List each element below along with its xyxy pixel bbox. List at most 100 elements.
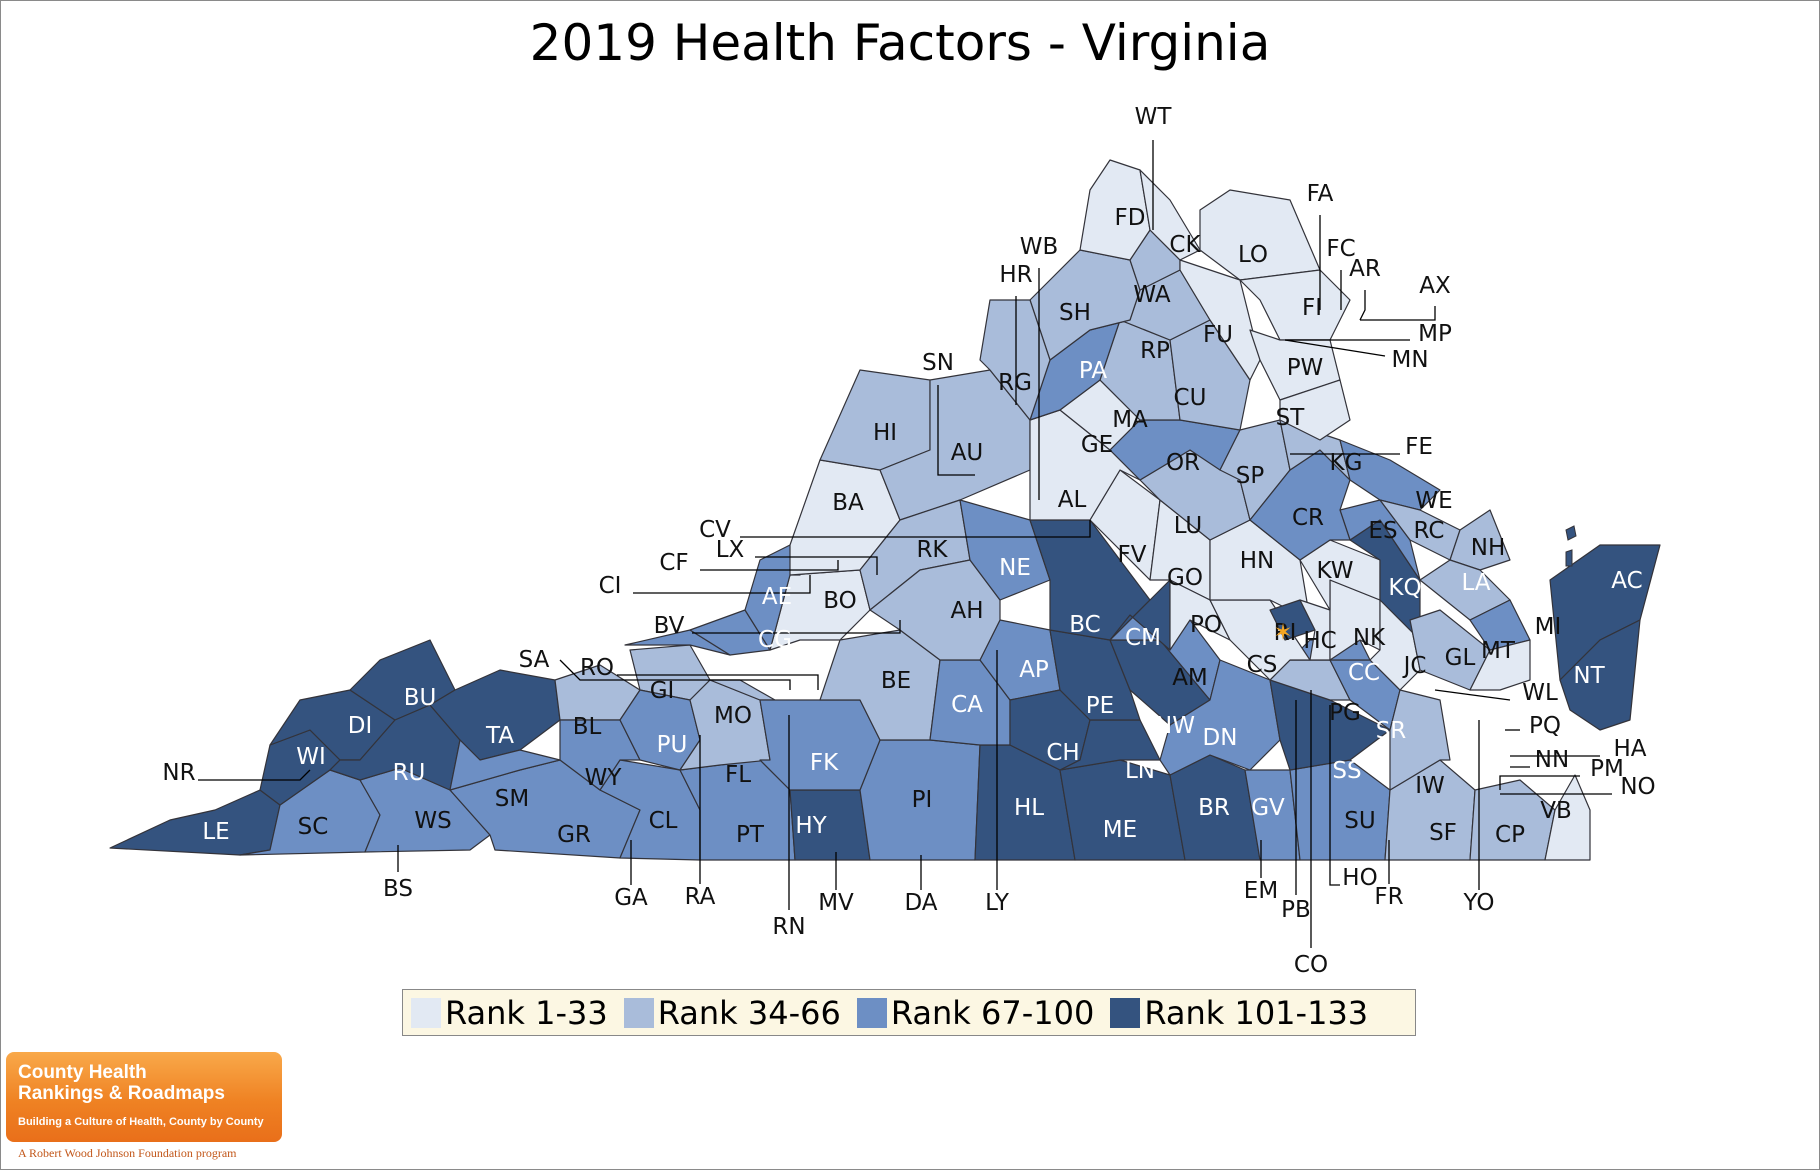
county-label-fk: FK <box>810 750 839 776</box>
county-label-su: SU <box>1344 808 1375 834</box>
county-cp[interactable] <box>1469 779 1556 861</box>
callout-label-pb: PB <box>1281 897 1311 923</box>
county-label-pi: PI <box>912 787 933 813</box>
callout-label-fc: FC <box>1326 236 1355 262</box>
county-label-sc: SC <box>298 814 329 840</box>
county-label-cg: CG <box>758 627 792 653</box>
leader-line <box>692 620 901 634</box>
county-label-au: AU <box>951 440 984 466</box>
county-dn[interactable] <box>1159 659 1281 776</box>
brand-title: County Health Rankings & Roadmaps <box>18 1062 225 1104</box>
county-label-ws: WS <box>414 808 451 834</box>
callout-label-rn: RN <box>772 914 805 940</box>
county-label-pu: PU <box>657 732 688 758</box>
county-label-ac: AC <box>1611 568 1642 594</box>
county-label-cl: CL <box>649 808 678 834</box>
county-rg[interactable] <box>979 299 1051 421</box>
leader-line <box>740 520 1091 538</box>
county-label-al: AL <box>1058 487 1087 513</box>
county-mt[interactable] <box>1469 639 1531 691</box>
county-label-cp: CP <box>1495 822 1525 848</box>
legend-item-rank-34-66: Rank 34-66 <box>623 994 841 1032</box>
county-label-hl: HL <box>1014 795 1044 821</box>
county-label-fi: FI <box>1302 295 1322 321</box>
county-label-kw: KW <box>1316 558 1353 584</box>
county-nh[interactable] <box>1449 509 1511 571</box>
county-label-cu: CU <box>1174 385 1207 411</box>
county-label-ck: CK <box>1169 232 1201 258</box>
county-label-wi: WI <box>296 744 326 770</box>
county-label-bo: BO <box>823 588 856 614</box>
callout-label-bs: BS <box>383 876 413 902</box>
county-label-am: AM <box>1172 665 1208 691</box>
county-label-ri: RI <box>1274 620 1297 646</box>
county-label-bc: BC <box>1069 612 1100 638</box>
county-br[interactable] <box>1169 754 1261 861</box>
county-su[interactable] <box>1289 759 1391 861</box>
county-label-le: LE <box>202 819 229 845</box>
county-label-sr: SR <box>1376 718 1407 744</box>
county-label-nw: NW <box>1155 713 1195 739</box>
callout-label-da: DA <box>904 890 937 916</box>
callout-label-ho: HO <box>1342 865 1377 891</box>
county-nt[interactable] <box>1559 619 1641 731</box>
county-label-ne: NE <box>999 555 1031 581</box>
county-fk[interactable] <box>759 699 881 791</box>
callout-label-em: EM <box>1244 878 1278 904</box>
callout-label-ha: HA <box>1613 736 1646 762</box>
county-fi[interactable] <box>1239 269 1351 341</box>
county-label-fd: FD <box>1115 205 1146 231</box>
county-label-hc: HC <box>1303 628 1336 654</box>
county-label-ge: GE <box>1081 432 1113 458</box>
county-label-sp: SP <box>1236 463 1265 489</box>
county-label-lu: LU <box>1174 513 1203 539</box>
county-label-sf: SF <box>1429 820 1457 846</box>
county-label-ba: BA <box>832 490 864 516</box>
callout-label-ly: LY <box>985 890 1010 916</box>
county-vb[interactable] <box>1544 774 1591 861</box>
county-label-po: PO <box>1190 612 1222 638</box>
county-ae[interactable] <box>744 544 801 651</box>
county-label-hy: HY <box>795 813 827 839</box>
county-hc[interactable] <box>1299 599 1331 661</box>
county-label-pe: PE <box>1086 693 1114 719</box>
county-me[interactable] <box>1059 759 1186 861</box>
county-label-hi: HI <box>873 420 897 446</box>
county-label-ln: LN <box>1125 758 1155 784</box>
callout-label-sn: SN <box>922 350 954 376</box>
county-st[interactable] <box>1279 379 1351 441</box>
leader-line <box>1284 339 1386 357</box>
county-label-pg: PG <box>1329 700 1361 726</box>
leader-line <box>1434 689 1511 701</box>
county-sf[interactable] <box>1384 759 1476 861</box>
county-ck[interactable] <box>1139 169 1201 261</box>
callout-label-cf: CF <box>659 550 688 576</box>
callout-leaders <box>198 140 1612 948</box>
island-0 <box>1565 525 1577 541</box>
county-label-ah: AH <box>950 598 983 624</box>
county-regions <box>109 159 1661 861</box>
callout-label-yo: YO <box>1463 890 1495 916</box>
leader-line <box>937 385 975 476</box>
callout-label-fa: FA <box>1307 181 1334 207</box>
callout-label-ro: RO <box>580 655 614 681</box>
county-label-cr: CR <box>1292 505 1324 531</box>
leader-line <box>633 575 811 594</box>
county-label-or: OR <box>1166 450 1200 476</box>
legend-label: Rank 1-33 <box>445 993 608 1032</box>
county-label-pt: PT <box>736 822 765 848</box>
county-label-gl: GL <box>1445 645 1476 671</box>
brand-logo[interactable]: County Health Rankings & Roadmaps Buildi… <box>6 1052 282 1142</box>
callout-label-lx: LX <box>716 537 745 563</box>
callout-label-pq: PQ <box>1529 713 1561 739</box>
leader-line <box>1499 775 1580 790</box>
county-label-pw: PW <box>1287 355 1324 381</box>
county-le[interactable] <box>109 789 281 856</box>
county-label-rg: RG <box>998 370 1032 396</box>
island-1 <box>1565 549 1573 567</box>
brand-line-2: Rankings & Roadmaps <box>18 1083 225 1104</box>
county-label-ca: CA <box>951 692 983 718</box>
brand-tagline: Building a Culture of Health, County by … <box>18 1116 264 1128</box>
eastern-shore-islands <box>1565 525 1577 567</box>
